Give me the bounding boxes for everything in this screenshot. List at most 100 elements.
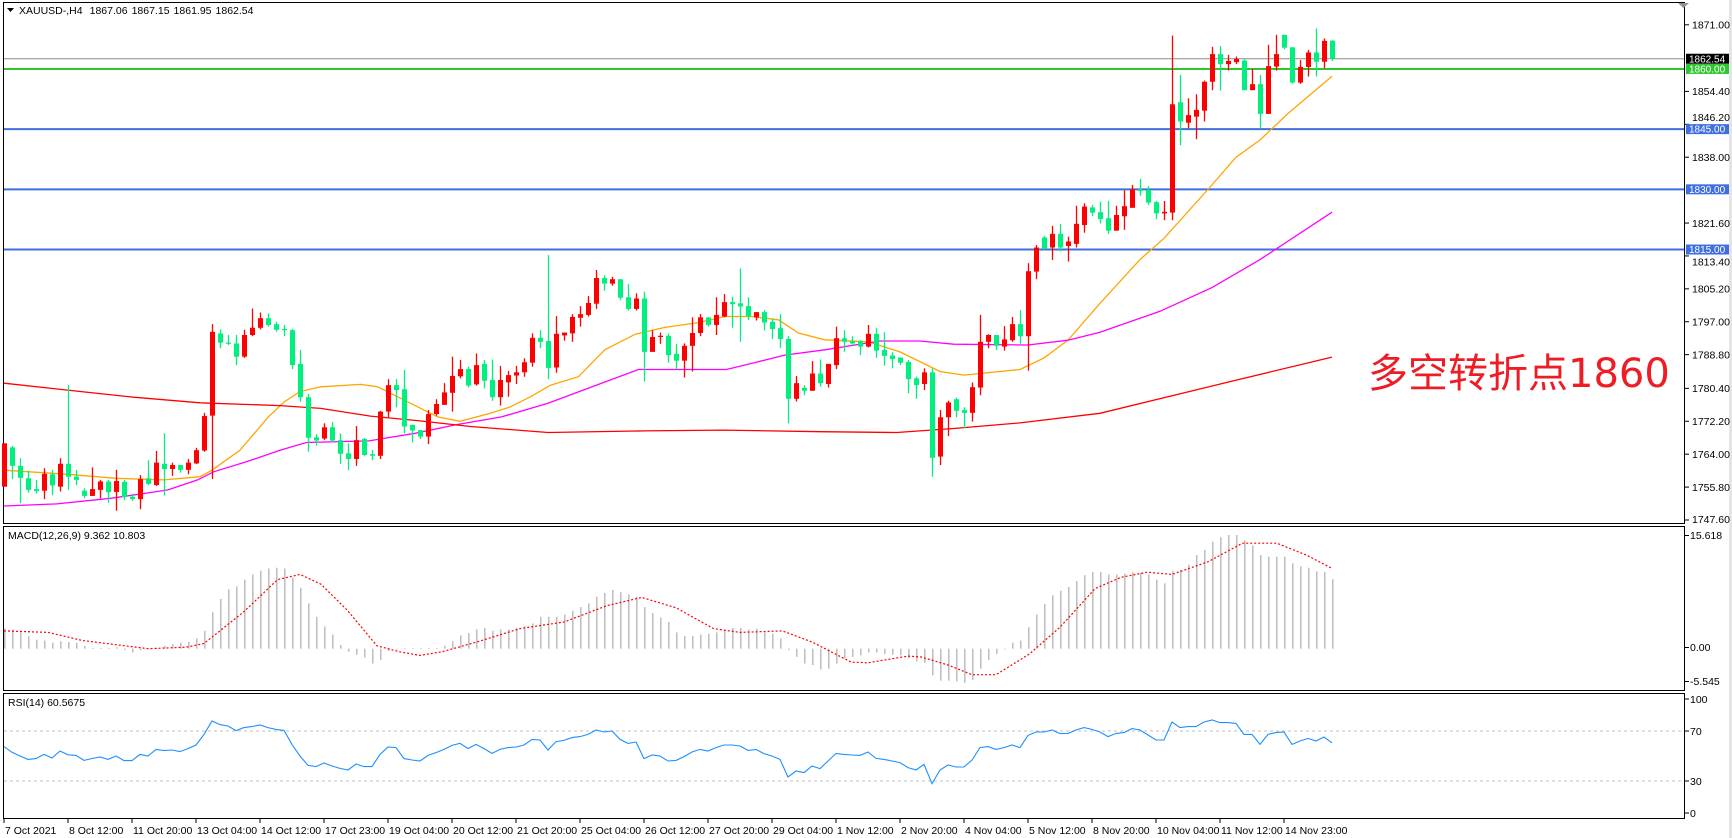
- candle-body: [314, 437, 319, 441]
- candle-body: [1298, 66, 1303, 83]
- candle-bearish: [1282, 34, 1287, 50]
- candle-bearish: [602, 275, 607, 291]
- macd-histogram-bar: [260, 570, 262, 649]
- candle-bullish: [682, 343, 687, 378]
- macd-histogram-bar: [188, 642, 190, 649]
- candle-bullish: [1266, 44, 1271, 114]
- window-edge: [1729, 0, 1732, 838]
- candle-body: [410, 424, 415, 431]
- candle-bearish: [1138, 178, 1143, 196]
- price-tick-label: 1854.40: [1692, 86, 1730, 98]
- candle-bearish: [482, 359, 487, 389]
- macd-histogram-bar: [1276, 556, 1278, 649]
- candle-bearish: [770, 318, 775, 340]
- macd-histogram-bar: [116, 647, 118, 649]
- candle-body: [826, 363, 831, 384]
- candle-body: [234, 343, 239, 357]
- macd-histogram-bar: [148, 648, 150, 650]
- macd-panel[interactable]: [3, 526, 1685, 691]
- candle-bullish: [90, 467, 95, 496]
- level-price-label-text: 1815.00: [1689, 245, 1726, 256]
- level-price-label: [1686, 124, 1729, 135]
- macd-histogram-bar: [716, 632, 718, 649]
- time-tick-label: 8 Nov 20:00: [1093, 825, 1150, 837]
- candle-bearish: [666, 333, 671, 363]
- chart-shift-marker-icon[interactable]: [1678, 3, 1689, 8]
- candle-bullish: [1322, 38, 1327, 69]
- candle-bearish: [50, 469, 55, 496]
- macd-histogram-bar: [364, 648, 366, 658]
- macd-histogram-bar: [284, 568, 286, 649]
- candle-body: [1250, 84, 1255, 91]
- candle-body: [1314, 52, 1319, 62]
- candle-bearish: [930, 368, 935, 477]
- candle-bullish: [202, 412, 207, 452]
- macd-histogram-bar: [724, 630, 726, 649]
- candle-body: [698, 317, 703, 333]
- rsi-panel[interactable]: [3, 693, 1685, 819]
- candle-bearish: [898, 357, 903, 366]
- candle-body: [922, 372, 927, 384]
- candle-bullish: [1170, 35, 1175, 221]
- time-tick-label: 26 Oct 12:00: [645, 825, 705, 837]
- candle-body: [386, 385, 391, 412]
- time-tick-label: 4 Nov 04:00: [965, 825, 1022, 837]
- candle-bearish: [82, 488, 87, 499]
- macd-histogram-bar: [1068, 587, 1070, 649]
- macd-histogram-bar: [380, 648, 382, 660]
- candle-body: [1274, 54, 1279, 67]
- candle-body: [306, 397, 311, 438]
- candle-body: [1018, 324, 1023, 337]
- candle-body: [1154, 202, 1159, 214]
- candle-body: [610, 279, 615, 284]
- level-price-label-text: 1830.00: [1689, 185, 1726, 196]
- macd-histogram-bar: [756, 628, 758, 649]
- candle-body: [114, 481, 119, 492]
- candle-bearish: [10, 445, 15, 480]
- candle-body: [66, 463, 71, 477]
- candle-bullish: [1202, 80, 1207, 122]
- candle-bullish: [1162, 200, 1167, 221]
- macd-histogram-bar: [516, 627, 518, 649]
- rsi-label: RSI(14) 60.5675: [8, 697, 85, 709]
- price-tick-label: 1788.80: [1692, 349, 1730, 361]
- candle-bearish: [786, 336, 791, 424]
- macd-histogram-bar: [924, 648, 926, 663]
- macd-histogram-bar: [1196, 555, 1198, 649]
- candle-bearish: [402, 369, 407, 434]
- triangle-down-icon[interactable]: [7, 8, 14, 12]
- macd-histogram-bar: [820, 648, 822, 670]
- candle-body: [706, 317, 711, 325]
- candle-bullish: [570, 314, 575, 342]
- macd-histogram-bar: [212, 612, 214, 649]
- macd-histogram-bar: [916, 648, 918, 662]
- candle-body: [1106, 218, 1111, 231]
- macd-histogram-bar: [20, 632, 22, 649]
- macd-histogram-bar: [1052, 595, 1054, 649]
- candle-body: [138, 479, 143, 500]
- moving-averages: [3, 75, 1333, 507]
- candle-body: [282, 328, 287, 331]
- candle-body: [1058, 233, 1063, 248]
- candle-bullish: [634, 293, 639, 311]
- macd-signal-line: [3, 542, 1333, 676]
- candle-bearish: [394, 379, 399, 408]
- main-price-panel[interactable]: [3, 2, 1685, 524]
- macd-histogram-bar: [1180, 569, 1182, 649]
- candle-body: [882, 349, 887, 356]
- macd-histogram-bar: [948, 648, 950, 681]
- candle-body: [290, 330, 295, 366]
- candle-body: [266, 318, 271, 325]
- candle-body: [26, 478, 31, 490]
- ohlc-close: 1862.54: [216, 5, 254, 17]
- candle-bearish: [890, 352, 895, 369]
- candle-bullish: [1298, 60, 1303, 84]
- candle-bullish: [834, 326, 839, 370]
- candle-bullish: [522, 358, 527, 377]
- candle-body: [146, 478, 151, 484]
- candle-body: [338, 440, 343, 454]
- candle-body: [1178, 102, 1183, 122]
- price-tick-label: 1772.20: [1692, 416, 1730, 428]
- candle-body: [554, 333, 559, 368]
